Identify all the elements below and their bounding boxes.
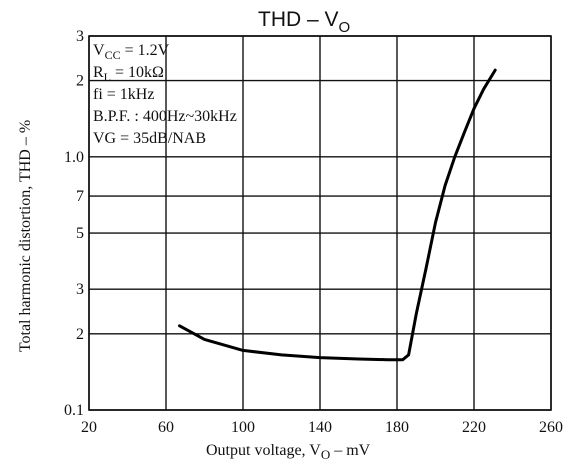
condition-line: fi = 1kHz bbox=[93, 86, 154, 103]
chart-title-subscript: O bbox=[339, 19, 351, 36]
y-axis-ticks: 0.1 2 3 5 7 1.0 2 3 bbox=[64, 28, 84, 419]
x-axis-label: Output voltage, VO – mV bbox=[206, 442, 371, 462]
y-tick-label: 0.1 bbox=[64, 402, 84, 419]
x-axis-ticks: 20 60 100 140 180 220 260 bbox=[81, 419, 563, 436]
svg-text:THD – VO: THD – VO bbox=[258, 8, 350, 36]
x-tick-label: 100 bbox=[231, 419, 255, 436]
x-axis-label-subscript: O bbox=[321, 447, 330, 462]
grid-layer bbox=[88, 35, 552, 411]
x-axis-label-text: Output voltage, V bbox=[206, 442, 321, 459]
x-tick-label: 140 bbox=[308, 419, 332, 436]
y-tick-label: 5 bbox=[76, 225, 84, 242]
y-tick-label: 1.0 bbox=[64, 149, 84, 166]
condition-line: VCC = 1.2V bbox=[93, 42, 170, 62]
y-tick-label: 7 bbox=[76, 188, 84, 205]
condition-line: B.P.F. : 400Hz~30kHz bbox=[93, 108, 237, 125]
x-axis-label-unit: – mV bbox=[330, 442, 370, 459]
x-tick-label: 260 bbox=[539, 419, 563, 436]
y-tick-label: 3 bbox=[76, 281, 84, 298]
x-tick-label: 60 bbox=[158, 419, 174, 436]
x-tick-label: 180 bbox=[385, 419, 409, 436]
chart-title-text: THD – V bbox=[258, 8, 339, 31]
y-tick-label: 2 bbox=[76, 326, 84, 343]
x-tick-label: 220 bbox=[462, 419, 486, 436]
svg-text:Output voltage, VO – mV: Output voltage, VO – mV bbox=[206, 442, 371, 462]
y-tick-label: 2 bbox=[76, 73, 84, 90]
condition-line: VG = 35dB/NAB bbox=[93, 130, 206, 147]
condition-line: RL = 10kΩ bbox=[93, 64, 164, 84]
plot-frame bbox=[88, 35, 552, 411]
thd-curve bbox=[178, 68, 497, 362]
y-axis-label: Total harmonic distortion, THD – % bbox=[17, 120, 34, 352]
y-tick-label: 3 bbox=[76, 28, 84, 45]
x-tick-label: 20 bbox=[81, 419, 97, 436]
chart-title: THD – VO bbox=[258, 8, 350, 36]
